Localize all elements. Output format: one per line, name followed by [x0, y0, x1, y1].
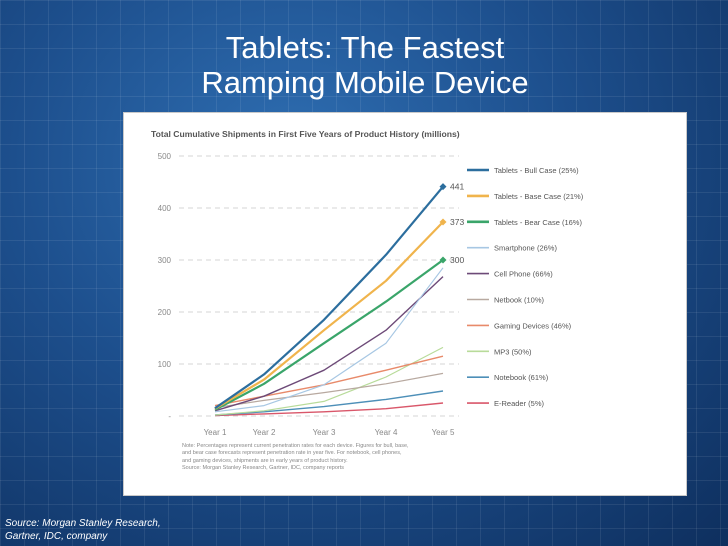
series-lines	[214, 185, 444, 417]
series-line	[214, 185, 444, 410]
x-tick-label: Year 4	[375, 428, 398, 437]
y-tick-label: 400	[158, 204, 172, 213]
source-text: Morgan Stanley Research, Gartner, IDC, c…	[5, 518, 161, 542]
end-value-label: 441	[450, 182, 464, 192]
legend-label: Tablets - Bull Case (25%)	[494, 166, 579, 175]
end-marker	[439, 183, 447, 191]
source-label: Source:	[5, 518, 40, 529]
series-line	[214, 372, 444, 409]
series-line	[214, 346, 444, 416]
gridlines	[179, 155, 459, 417]
series-line	[214, 276, 444, 412]
chart-notes: Note: Percentages represent current pene…	[182, 443, 427, 472]
chart-note-line: Source: Morgan Stanley Research, Gartner…	[182, 464, 345, 471]
source-citation: Source: Morgan Stanley Research, Gartner…	[5, 517, 175, 543]
legend-label: Smartphone (26%)	[494, 244, 557, 253]
slide-title-line-2: Ramping Mobile Device	[201, 65, 529, 100]
y-tick-label: -	[168, 412, 171, 421]
legend-label: Netbook (10%)	[494, 296, 545, 305]
series-line	[214, 259, 444, 411]
legend-label: Cell Phone (66%)	[494, 270, 553, 279]
series-line	[214, 221, 444, 410]
series-line	[214, 267, 444, 413]
end-value-label: 373	[450, 217, 464, 227]
y-tick-label: 100	[158, 360, 172, 369]
legend-label: Gaming Devices (46%)	[494, 321, 572, 330]
chart-title: Total Cumulative Shipments in First Five…	[151, 129, 460, 139]
end-markers: 441 373 300	[439, 182, 464, 265]
end-marker	[439, 218, 447, 226]
legend-label: Tablets - Bear Case (16%)	[494, 218, 582, 227]
x-tick-label: Year 3	[313, 428, 336, 437]
series-line	[214, 390, 444, 416]
chart-panel: Total Cumulative Shipments in First Five…	[123, 112, 687, 496]
slide-title: Tablets: The Fastest Ramping Mobile Devi…	[140, 30, 590, 100]
legend: Tablets - Bull Case (25%) Tablets - Base …	[467, 166, 584, 408]
x-tick-label: Year 5	[432, 428, 455, 437]
y-tick-label: 500	[158, 152, 172, 161]
slide-title-line-1: Tablets: The Fastest	[225, 30, 505, 65]
legend-label: Tablets - Base Case (21%)	[494, 192, 584, 201]
chart-note-line: and bear case forecasts represent penetr…	[182, 450, 402, 457]
x-tick-label: Year 1	[204, 428, 227, 437]
legend-label: Notebook (61%)	[494, 373, 549, 382]
end-marker	[439, 256, 447, 264]
end-value-label: 300	[450, 255, 464, 265]
y-tick-label: 300	[158, 256, 172, 265]
y-tick-label: 200	[158, 308, 172, 317]
axis-labels: - 100 200 300 400 500 Year 1 Year 2 Year 3 Year 4…	[158, 152, 455, 437]
chart-note-line: and gaming devices, shipments are in ear…	[182, 457, 348, 464]
legend-label: E-Reader (5%)	[494, 399, 545, 408]
series-line	[214, 402, 444, 417]
x-tick-label: Year 2	[253, 428, 276, 437]
chart-note-line: Note: Percentages represent current pene…	[182, 443, 409, 449]
legend-label: MP3 (50%)	[494, 347, 532, 356]
chart-svg: Total Cumulative Shipments in First Five…	[151, 129, 584, 437]
